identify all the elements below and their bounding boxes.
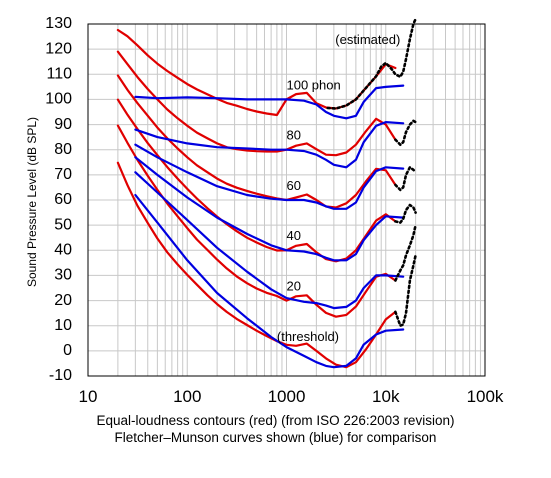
estimated-curve-13 bbox=[394, 119, 417, 146]
y-tick-label: 120 bbox=[45, 40, 72, 57]
fletcher-curve-7 bbox=[134, 120, 405, 169]
x-tick-label: 10k bbox=[372, 387, 400, 406]
iso-curve-3 bbox=[116, 98, 397, 263]
plot-frame bbox=[87, 23, 486, 377]
y-tick-label: 10 bbox=[54, 317, 72, 334]
y-tick-label: 0 bbox=[63, 342, 72, 359]
x-tick-label: 100 bbox=[173, 387, 201, 406]
grid-lines bbox=[87, 23, 485, 377]
y-axis-ticks: -10 0 10 20 30 40 50 60 70 80 90 100 110 120 130 bbox=[45, 15, 72, 384]
y-tick-label: 110 bbox=[46, 66, 72, 83]
estimated-curve-16 bbox=[394, 223, 417, 282]
x-tick-label: 10 bbox=[79, 387, 98, 406]
curves-layer bbox=[116, 17, 417, 369]
caption-line-1: Equal-loudness contours (red) (from ISO … bbox=[96, 413, 455, 428]
y-tick-label: 80 bbox=[54, 141, 72, 158]
y-tick-label: 100 bbox=[45, 91, 72, 108]
y-tick-label: 30 bbox=[54, 267, 72, 284]
y-tick-label: -10 bbox=[49, 367, 72, 384]
caption-line-2: Fletcher–Munson curves shown (blue) for … bbox=[114, 430, 437, 445]
y-tick-label: 70 bbox=[54, 166, 72, 183]
iso-curve-5 bbox=[116, 161, 397, 369]
estimated-curve-12 bbox=[326, 17, 417, 110]
plot-border bbox=[87, 23, 486, 377]
x-axis-ticks: 10 100 1000 10k 100k bbox=[79, 387, 504, 406]
x-tick-label: 100k bbox=[467, 387, 504, 406]
fletcher-curve-6 bbox=[134, 84, 405, 120]
fletcher-curve-10 bbox=[134, 171, 405, 310]
y-tick-label: 60 bbox=[54, 191, 72, 208]
iso-curve-1 bbox=[116, 50, 397, 157]
y-tick-label: 90 bbox=[54, 116, 72, 133]
y-axis-label: Sound Pressure Level (dB SPL) bbox=[25, 117, 39, 287]
fletcher-curve-9 bbox=[134, 156, 405, 262]
y-tick-label: 40 bbox=[54, 242, 72, 259]
curve-annotation: 40 bbox=[287, 228, 301, 243]
fletcher-curve-8 bbox=[134, 143, 405, 210]
estimated-curve-15 bbox=[394, 203, 417, 224]
estimated-curve-17 bbox=[394, 254, 417, 328]
y-tick-label: 130 bbox=[45, 15, 72, 32]
y-tick-label: 50 bbox=[54, 216, 72, 233]
curve-annotation: 60 bbox=[287, 178, 301, 193]
iso-curve-2 bbox=[116, 74, 397, 209]
curve-annotation: (estimated) bbox=[335, 32, 400, 47]
curve-annotation: 20 bbox=[287, 279, 301, 294]
curve-annotation: (threshold) bbox=[277, 329, 339, 344]
curve-annotation: 80 bbox=[287, 128, 301, 143]
fletcher-curve-11 bbox=[134, 193, 405, 369]
curve-annotation: 100 phon bbox=[287, 77, 341, 92]
y-tick-label: 20 bbox=[54, 292, 72, 309]
x-tick-label: 1000 bbox=[268, 387, 306, 406]
equal-loudness-chart: -10 0 10 20 30 40 50 60 70 80 90 100 110 120 130 10 100… bbox=[25, 15, 504, 406]
annotations: (estimated) 100 phon 80 60 40 20 (threshold) bbox=[277, 32, 400, 344]
estimated-curve-14 bbox=[394, 166, 417, 192]
